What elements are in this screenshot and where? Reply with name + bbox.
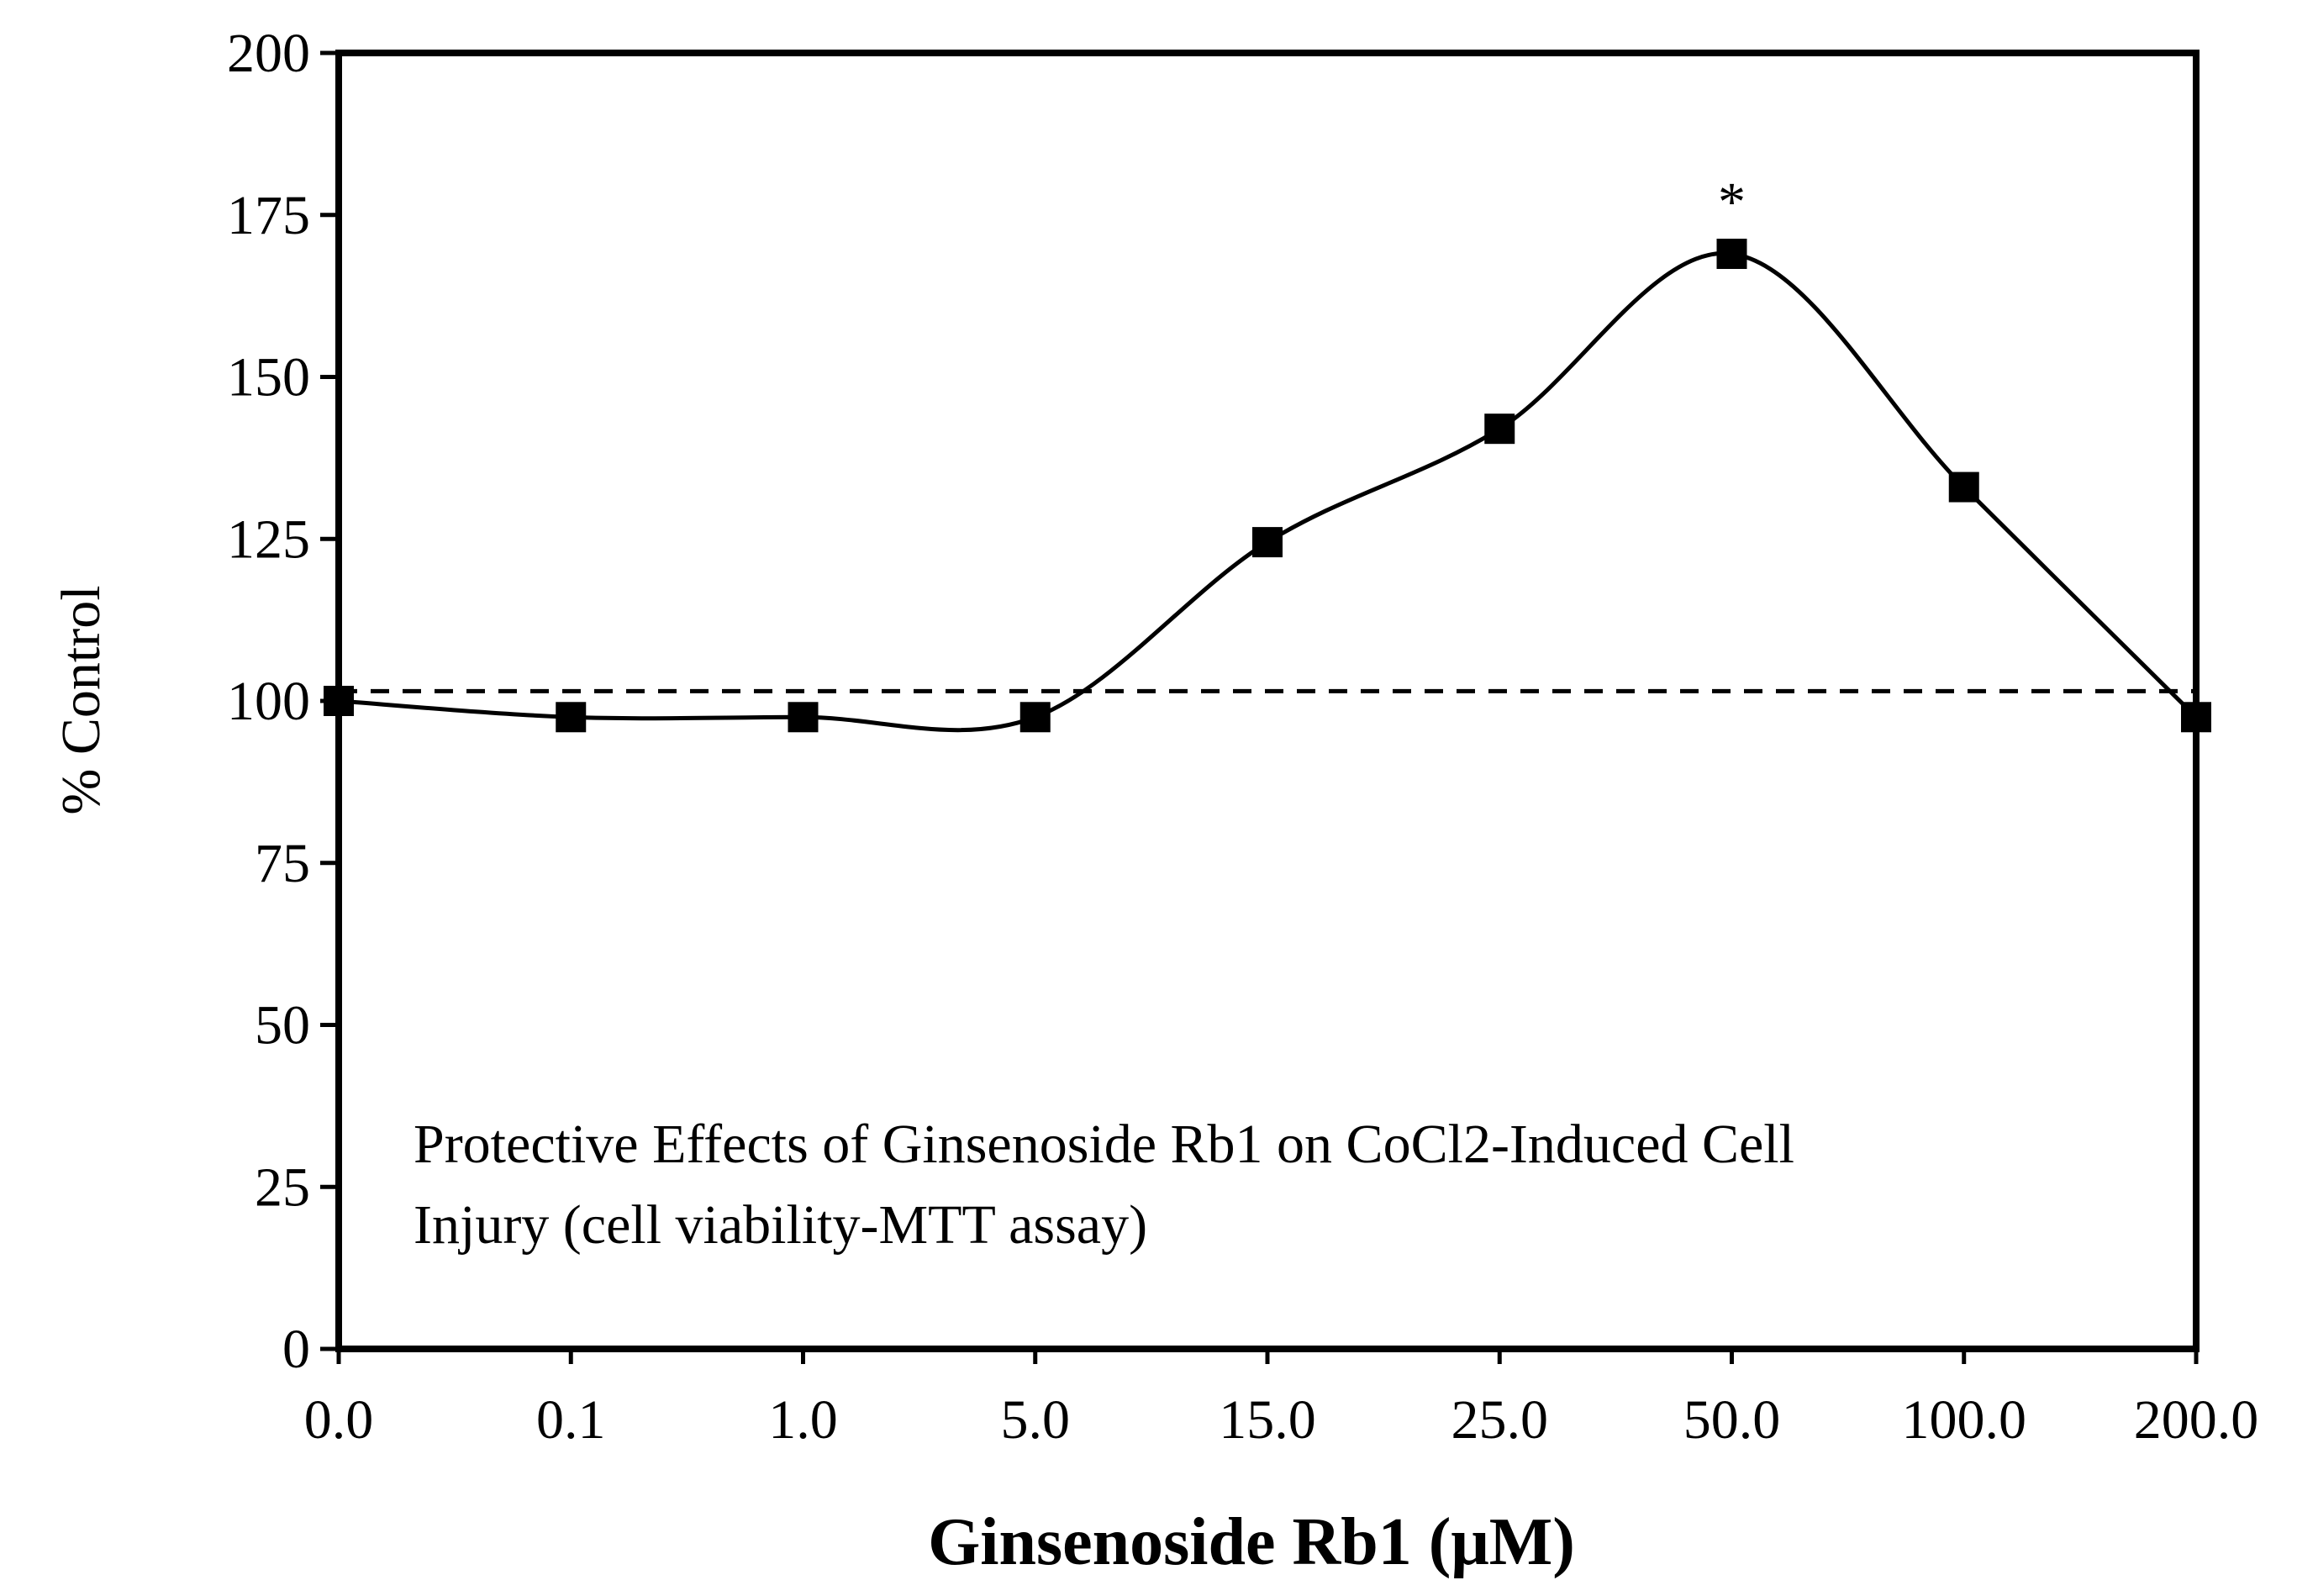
x-tick-label: 25.0 xyxy=(1451,1389,1549,1451)
y-tick-label: 100 xyxy=(227,671,310,732)
significance-asterisk: * xyxy=(1718,171,1746,233)
series-line xyxy=(338,251,2198,733)
data-point-marker xyxy=(556,702,587,733)
y-tick-label: 200 xyxy=(227,23,310,84)
y-tick-label: 50 xyxy=(255,995,310,1056)
data-point-marker xyxy=(1948,471,1979,503)
x-tick-label: 0.0 xyxy=(304,1389,374,1451)
x-tick-label: 200.0 xyxy=(2134,1389,2259,1451)
data-point-marker xyxy=(788,702,819,733)
x-tick-label: 0.1 xyxy=(536,1389,606,1451)
data-point-marker xyxy=(1484,413,1515,445)
x-tick-label: 15.0 xyxy=(1219,1389,1316,1451)
y-tick-label: 0 xyxy=(282,1319,310,1380)
x-axis-label: Ginsenoside Rb1 (μM) xyxy=(928,1505,1575,1579)
x-tick-label: 50.0 xyxy=(1683,1389,1781,1451)
x-tick-label: 100.0 xyxy=(1902,1389,2027,1451)
y-axis-label: % Control xyxy=(50,585,112,814)
y-tick-label: 25 xyxy=(255,1156,310,1218)
y-tick-label: 175 xyxy=(227,185,310,246)
x-tick-label: 1.0 xyxy=(768,1389,838,1451)
annotation-line-1: Protective Effects of Ginsenoside Rb1 on… xyxy=(414,1114,1794,1175)
annotation-line-2: Injury (cell viability-MTT assay) xyxy=(414,1194,1147,1256)
data-point-marker xyxy=(1252,527,1283,558)
y-tick-label: 125 xyxy=(227,508,310,570)
data-point-marker xyxy=(2181,702,2211,733)
data-point-marker xyxy=(1019,702,1051,733)
x-tick-label: 5.0 xyxy=(1001,1389,1071,1451)
data-point-marker xyxy=(1716,239,1747,270)
y-tick-label: 75 xyxy=(255,833,310,894)
y-tick-label: 150 xyxy=(227,347,310,408)
